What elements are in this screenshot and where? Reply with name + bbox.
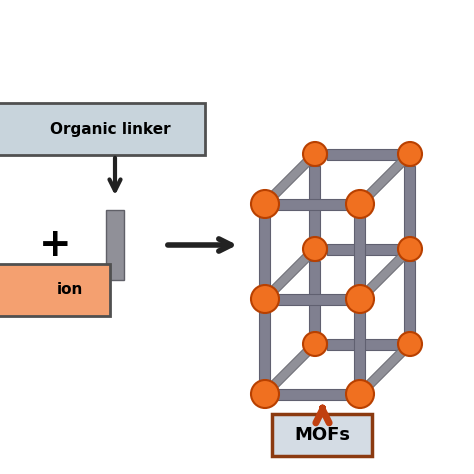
Polygon shape xyxy=(328,338,398,349)
Polygon shape xyxy=(365,253,406,295)
Polygon shape xyxy=(404,166,416,237)
Polygon shape xyxy=(365,348,406,390)
Text: MOFs: MOFs xyxy=(294,426,350,444)
Polygon shape xyxy=(355,216,365,287)
Polygon shape xyxy=(355,311,365,382)
Polygon shape xyxy=(277,293,347,304)
Polygon shape xyxy=(404,261,416,332)
Circle shape xyxy=(303,142,327,166)
Polygon shape xyxy=(310,166,320,237)
Polygon shape xyxy=(277,199,347,210)
FancyBboxPatch shape xyxy=(106,210,124,280)
Circle shape xyxy=(346,285,374,313)
Polygon shape xyxy=(277,389,347,400)
Circle shape xyxy=(303,237,327,261)
Polygon shape xyxy=(310,261,320,332)
Polygon shape xyxy=(269,348,310,390)
FancyBboxPatch shape xyxy=(0,103,205,155)
Circle shape xyxy=(398,142,422,166)
Polygon shape xyxy=(328,244,398,255)
FancyBboxPatch shape xyxy=(273,414,373,456)
Circle shape xyxy=(303,332,327,356)
Circle shape xyxy=(346,190,374,218)
Text: ion: ion xyxy=(56,283,83,298)
Circle shape xyxy=(398,332,422,356)
Circle shape xyxy=(251,380,279,408)
FancyBboxPatch shape xyxy=(0,264,110,316)
Polygon shape xyxy=(328,148,398,159)
Text: Organic linker: Organic linker xyxy=(50,121,171,137)
Polygon shape xyxy=(259,311,271,382)
Circle shape xyxy=(398,237,422,261)
Circle shape xyxy=(251,190,279,218)
Polygon shape xyxy=(269,158,310,200)
Polygon shape xyxy=(269,253,310,295)
Polygon shape xyxy=(365,158,406,200)
Circle shape xyxy=(251,285,279,313)
Polygon shape xyxy=(259,216,271,287)
Circle shape xyxy=(346,380,374,408)
Text: +: + xyxy=(39,226,71,264)
